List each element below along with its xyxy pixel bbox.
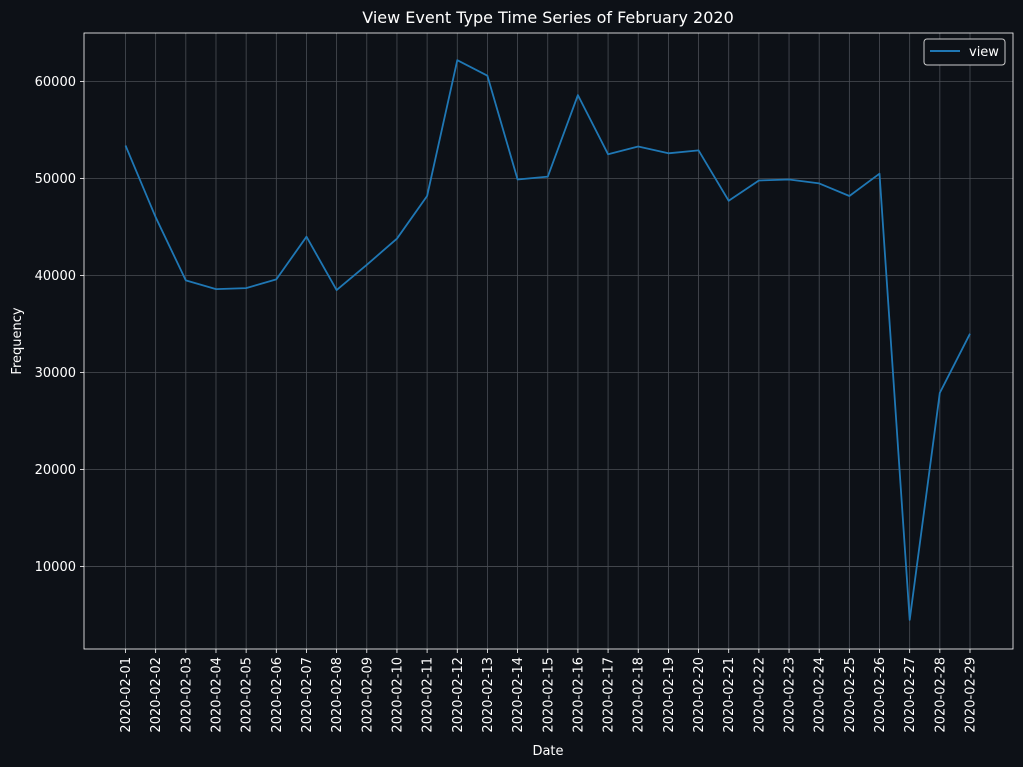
x-axis-ticks: 2020-02-01 2020-02-02 2020-02-03 2020-02-04… xyxy=(119,649,979,733)
y-axis-label: Frequency xyxy=(10,307,25,374)
x-tick-label: 2020-02-25 xyxy=(843,657,858,733)
x-tick-label: 2020-02-08 xyxy=(330,657,345,733)
horizontal-gridlines xyxy=(84,81,1013,567)
x-tick-label: 2020-02-26 xyxy=(873,657,888,733)
x-tick-label: 2020-02-23 xyxy=(783,657,798,733)
x-tick-label: 2020-02-20 xyxy=(692,657,707,733)
y-axis-ticks: 10000 20000 30000 40000 50000 60000 xyxy=(35,75,84,575)
y-tick-label: 20000 xyxy=(35,463,76,478)
x-tick-label: 2020-02-27 xyxy=(903,657,918,733)
x-tick-label: 2020-02-02 xyxy=(149,657,164,733)
legend-box xyxy=(923,38,1006,66)
x-tick-label: 2020-02-07 xyxy=(300,657,315,733)
x-tick-label: 2020-02-01 xyxy=(119,657,134,733)
x-tick-label: 2020-02-11 xyxy=(421,657,436,733)
vertical-gridlines xyxy=(125,33,971,649)
x-tick-label: 2020-02-05 xyxy=(240,657,255,733)
x-tick-label: 2020-02-15 xyxy=(541,657,556,733)
chart-title: View Event Type Time Series of February … xyxy=(362,8,734,27)
x-tick-label: 2020-02-17 xyxy=(602,657,617,733)
x-tick-label: 2020-02-09 xyxy=(360,657,375,733)
x-tick-label: 2020-02-18 xyxy=(632,657,647,733)
x-axis-label: Date xyxy=(532,744,563,759)
legend: view xyxy=(923,38,1006,66)
x-tick-label: 2020-02-21 xyxy=(722,657,737,733)
y-tick-label: 30000 xyxy=(35,366,76,381)
x-tick-label: 2020-02-10 xyxy=(390,657,405,733)
x-tick-label: 2020-02-19 xyxy=(662,657,677,733)
y-tick-label: 40000 xyxy=(35,269,76,284)
axes-frame xyxy=(83,32,1014,650)
x-tick-label: 2020-02-14 xyxy=(511,657,526,733)
y-tick-label: 10000 xyxy=(35,560,76,575)
x-tick-label: 2020-02-24 xyxy=(813,657,828,733)
x-tick-label: 2020-02-13 xyxy=(481,657,496,733)
legend-label-view: view xyxy=(969,45,999,60)
x-tick-label: 2020-02-28 xyxy=(933,657,948,733)
x-tick-label: 2020-02-12 xyxy=(451,657,466,733)
x-tick-label: 2020-02-16 xyxy=(571,657,586,733)
y-tick-label: 60000 xyxy=(35,75,76,90)
y-tick-label: 50000 xyxy=(35,172,76,187)
x-tick-label: 2020-02-29 xyxy=(964,657,979,733)
x-tick-label: 2020-02-04 xyxy=(209,657,224,733)
x-tick-label: 2020-02-06 xyxy=(270,657,285,733)
x-tick-label: 2020-02-22 xyxy=(752,657,767,733)
plot-area xyxy=(84,33,1013,649)
x-tick-label: 2020-02-03 xyxy=(179,657,194,733)
series-line-view xyxy=(124,59,971,621)
series-layer xyxy=(124,59,971,621)
